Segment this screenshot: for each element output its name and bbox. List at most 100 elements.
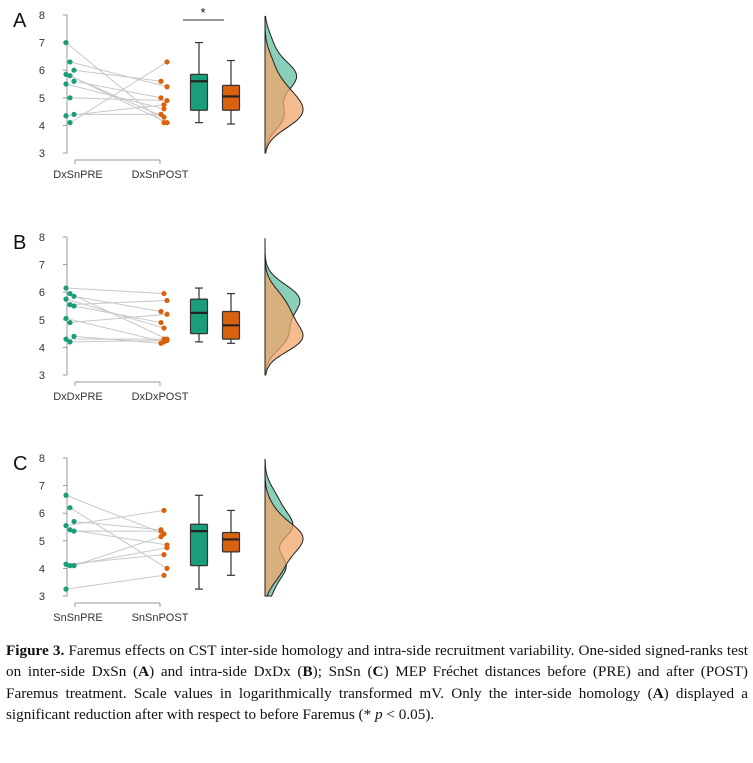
pre-point (67, 120, 73, 126)
y-tick-label: 7 (39, 260, 45, 272)
y-tick-label: 3 (39, 591, 45, 603)
pre-point (63, 81, 69, 87)
post-point (158, 95, 164, 101)
pair-line (65, 42, 165, 124)
y-tick-label: 3 (39, 370, 45, 382)
x-tick-label-pre: SnSnPRE (53, 612, 103, 624)
figure-caption: Figure 3. Faremus effects on CST inter-s… (6, 640, 748, 726)
x-tick-label-pre: DxDxPRE (53, 391, 103, 403)
y-tick-label: 7 (39, 38, 45, 50)
pair-line (73, 295, 162, 313)
pre-point (63, 113, 69, 119)
pre-box (189, 73, 209, 111)
x-tick-label-post: DxSnPOST (132, 169, 189, 181)
pre-point (67, 73, 73, 79)
caption-panel-ref: A (138, 663, 150, 681)
x-tick-label-pre: DxSnPRE (53, 169, 103, 181)
pair-line (65, 83, 165, 110)
raincloud-figure: A 3 4 5 6 7 8 DxSnPRE DxSnPOST * B 3 4 5 6 7 8 DxDxPRE DxD… (13, 5, 304, 624)
pair-line (65, 287, 165, 295)
pair-line (73, 80, 162, 99)
post-point (164, 337, 170, 344)
post-cloud (264, 459, 304, 597)
panel-letter: A (13, 10, 27, 32)
pair-line (69, 547, 168, 567)
post-point (161, 102, 167, 108)
caption-text: ); SnSn ( (312, 663, 373, 681)
pair-line (73, 335, 162, 344)
caption-panel-ref: B (302, 663, 313, 681)
pre-point (71, 333, 77, 339)
post-point (158, 111, 164, 117)
post-point (161, 572, 167, 578)
pre-point (63, 40, 69, 46)
pre-point (67, 59, 73, 65)
pre-point (67, 527, 73, 533)
pair-line (65, 494, 165, 535)
y-tick-label: 8 (39, 232, 45, 244)
caption-panel-ref: C (372, 663, 384, 681)
pre-box (189, 523, 209, 567)
pair-line (69, 97, 168, 102)
pair-line (65, 554, 165, 565)
pair-line (69, 529, 168, 546)
post-point (161, 106, 167, 112)
post-point (161, 552, 167, 558)
pre-point (71, 293, 77, 299)
y-tick-label: 6 (39, 287, 45, 299)
caption-label: Figure 3. (6, 642, 65, 659)
pre-point (63, 71, 69, 77)
pre-point (63, 296, 69, 302)
pair-line (73, 69, 162, 82)
post-point (161, 290, 167, 297)
pair-line (73, 520, 162, 531)
pre-point (67, 339, 73, 345)
post-point (158, 528, 164, 534)
pre-point (71, 528, 77, 534)
post-point (158, 340, 164, 346)
pre-point (67, 319, 73, 326)
caption-text: ) MEP Fréchet distances before (PRE) and… (6, 663, 748, 702)
pair-line (69, 293, 168, 340)
pre-point (71, 78, 77, 84)
y-tick-label: 5 (39, 536, 45, 548)
caption-text: ) displayed a significant reduction afte… (6, 684, 748, 724)
post-point (164, 84, 170, 90)
post-point (158, 319, 164, 326)
pre-point (67, 302, 73, 308)
y-tick-label: 5 (39, 93, 45, 105)
pair-line (69, 507, 168, 569)
y-tick-label: 6 (39, 508, 45, 520)
pre-point (63, 285, 69, 291)
y-tick-label: 8 (39, 453, 45, 465)
pair-line (65, 317, 165, 343)
caption-panel-ref: A (652, 684, 664, 702)
caption-p-symbol: p (375, 706, 383, 724)
pre-point (67, 563, 73, 569)
post-point (164, 59, 170, 65)
post-point (164, 565, 170, 572)
post-point (161, 507, 167, 514)
y-tick-label: 7 (39, 481, 45, 493)
x-tick-label-post: SnSnPOST (132, 612, 189, 624)
caption-text: ) and intra-side DxDx ( (149, 663, 303, 681)
pre-point (63, 492, 69, 498)
y-tick-label: 4 (39, 342, 45, 354)
post-point (164, 297, 170, 304)
post-point (164, 97, 170, 104)
post-box (221, 84, 241, 111)
x-tick-label-post: DxDxPOST (132, 391, 189, 403)
y-tick-label: 8 (39, 10, 45, 22)
pair-line (65, 509, 165, 527)
pre-point (67, 505, 73, 511)
pre-point (63, 315, 69, 322)
pre-point (67, 290, 73, 297)
pair-line (69, 340, 168, 343)
pair-line (65, 574, 165, 590)
pair-line (65, 104, 165, 117)
pre-point (63, 336, 69, 342)
post-cloud (264, 16, 304, 154)
y-tick-label: 5 (39, 315, 45, 327)
caption-text: < 0.05). (382, 706, 435, 724)
pair-line (69, 61, 168, 124)
